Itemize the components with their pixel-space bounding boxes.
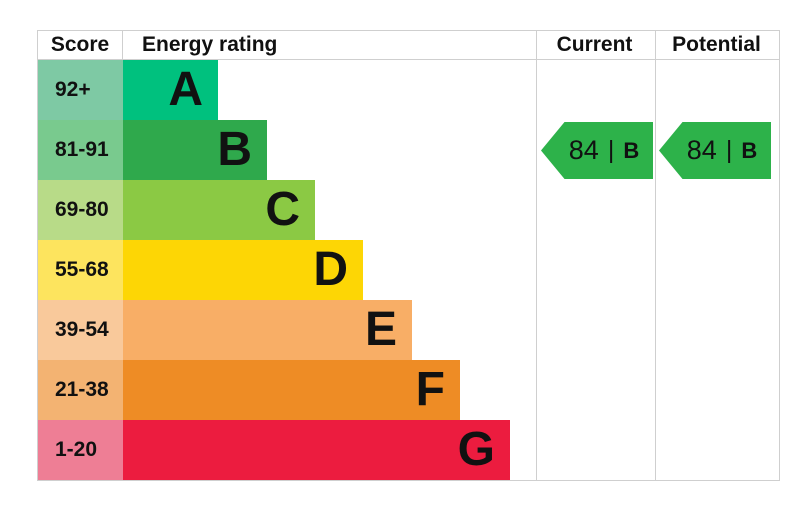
potential-badge-separator: |: [725, 136, 733, 164]
band-rows: 92+ A 81-91 B 69-80 C 55-6: [38, 60, 779, 480]
band-row-c: 69-80 C: [38, 180, 779, 240]
bar-area-e: E: [123, 300, 535, 360]
bar-area-d: D: [123, 240, 535, 300]
potential-rating-letter: B: [741, 137, 758, 163]
current-score-value: 84: [568, 135, 599, 165]
current-rating-letter: B: [623, 137, 640, 163]
band-bar-a: A: [123, 60, 218, 120]
potential-column-divider: [655, 31, 656, 480]
band-letter-a: A: [168, 63, 203, 116]
bar-area-g: G: [123, 420, 535, 480]
potential-score-value: 84: [686, 135, 717, 165]
header-row: Score Energy rating Current Potential: [38, 31, 779, 60]
energy-rating-column-header: Energy rating: [142, 33, 278, 56]
band-letter-d: D: [313, 243, 348, 296]
band-row-a: 92+ A: [38, 60, 779, 120]
current-rating-badge: 84 | B: [541, 122, 653, 179]
score-range-a: 92+: [38, 60, 123, 120]
bar-area-b: B: [123, 120, 535, 180]
band-row-f: 21-38 F: [38, 360, 779, 420]
current-column-divider: [536, 31, 537, 480]
band-bar-c: C: [123, 180, 315, 240]
score-range-c: 69-80: [38, 180, 123, 240]
bar-area-a: A: [123, 60, 535, 120]
potential-rating-badge: 84 | B: [659, 122, 771, 179]
band-row-e: 39-54 E: [38, 300, 779, 360]
band-bar-e: E: [123, 300, 412, 360]
score-range-f: 21-38: [38, 360, 123, 420]
bar-area-f: F: [123, 360, 535, 420]
score-column-header: Score: [38, 31, 123, 59]
band-letter-c: C: [265, 183, 300, 236]
score-range-d: 55-68: [38, 240, 123, 300]
band-letter-f: F: [415, 363, 445, 416]
band-letter-e: E: [364, 303, 397, 356]
band-row-d: 55-68 D: [38, 240, 779, 300]
band-row-g: 1-20 G: [38, 420, 779, 480]
band-letter-g: G: [457, 423, 495, 476]
score-range-g: 1-20: [38, 420, 123, 480]
band-bar-g: G: [123, 420, 510, 480]
band-letter-b: B: [217, 123, 252, 176]
band-bar-b: B: [123, 120, 267, 180]
current-badge-separator: |: [607, 136, 615, 164]
band-row-b: 81-91 B: [38, 120, 779, 180]
band-bar-f: F: [123, 360, 460, 420]
potential-column-header: Potential: [672, 33, 761, 56]
band-bar-d: D: [123, 240, 363, 300]
current-column-header: Current: [556, 33, 633, 56]
epc-rating-chart: Score Energy rating Current Potential 92…: [37, 30, 780, 481]
bar-area-c: C: [123, 180, 535, 240]
score-range-e: 39-54: [38, 300, 123, 360]
score-range-b: 81-91: [38, 120, 123, 180]
